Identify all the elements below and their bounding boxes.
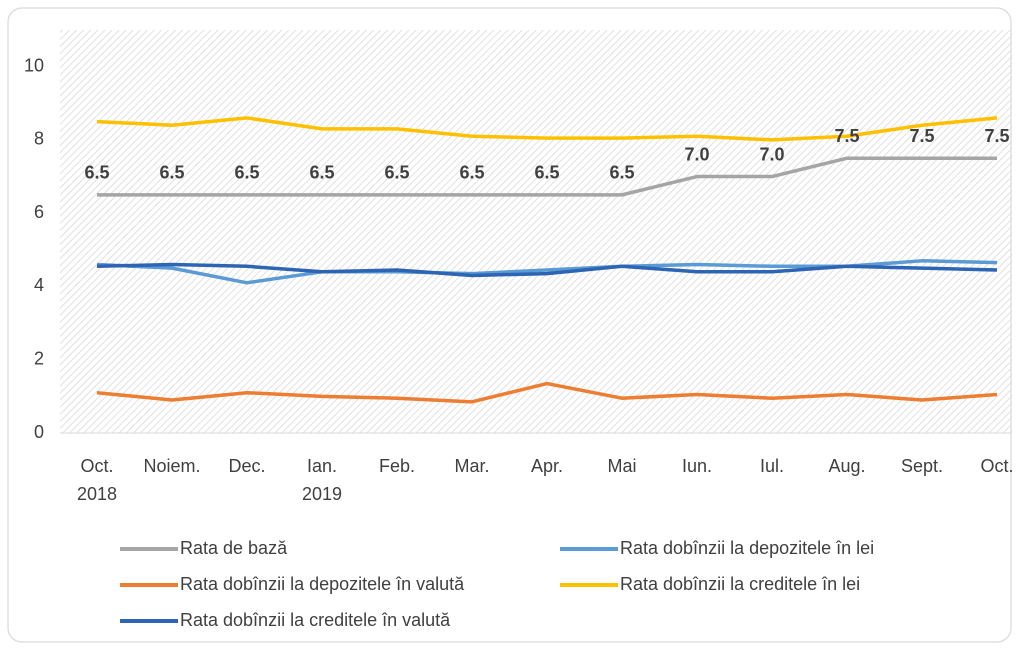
plot-area [60, 30, 1012, 433]
x-tick-label: Iul. [759, 456, 784, 476]
data-label: 6.5 [234, 163, 259, 183]
legend-label: Rata dobînzii la depozitele în lei [620, 538, 874, 558]
legend-label: Rata de bază [180, 538, 288, 558]
y-tick-label: 4 [34, 275, 44, 295]
data-label: 7.0 [684, 144, 709, 164]
x-tick-label: Sept. [900, 456, 944, 476]
y-tick-label: 0 [34, 422, 44, 442]
data-label: 6.5 [459, 163, 484, 183]
legend-label: Rata dobînzii la depozitele în valută [180, 574, 465, 594]
x-tick-label: Apr. [530, 456, 564, 476]
y-tick-label: 8 [34, 129, 44, 149]
y-tick-label: 2 [34, 348, 44, 368]
x-tick-label: Aug. [828, 456, 866, 476]
x-tick-label: Oct. [980, 456, 1014, 476]
x-tick-label: Dec. [228, 456, 266, 476]
data-label: 7.5 [909, 126, 934, 146]
data-label: 7.5 [834, 126, 859, 146]
series-line [96, 381, 998, 404]
data-label: 6.5 [609, 163, 634, 183]
x-tick-label: Oct. 2018 [76, 456, 118, 504]
y-tick-label: 6 [34, 202, 44, 222]
legend-label: Rata dobînzii la creditele în valută [180, 610, 451, 630]
x-tick-label: Feb. [378, 456, 416, 476]
x-tick-label: Iun. [681, 456, 713, 476]
data-label: 6.5 [84, 163, 109, 183]
x-tick-label: Mai [607, 456, 637, 476]
data-label: 7.5 [984, 126, 1009, 146]
x-tick-label: Ian. 2019 [301, 456, 343, 504]
y-tick-label: 10 [24, 55, 44, 75]
data-label: 6.5 [309, 163, 334, 183]
series-line [96, 262, 998, 278]
series-line [97, 156, 997, 197]
legend-label: Rata dobînzii la creditele în lei [620, 574, 860, 594]
data-label: 6.5 [384, 163, 409, 183]
data-label: 7.0 [759, 144, 784, 164]
data-label: 6.5 [159, 163, 184, 183]
x-tick-label: Mar. [454, 456, 490, 476]
series-line [96, 116, 998, 142]
data-label: 6.5 [534, 163, 559, 183]
x-tick-label: Noiem. [143, 456, 201, 476]
